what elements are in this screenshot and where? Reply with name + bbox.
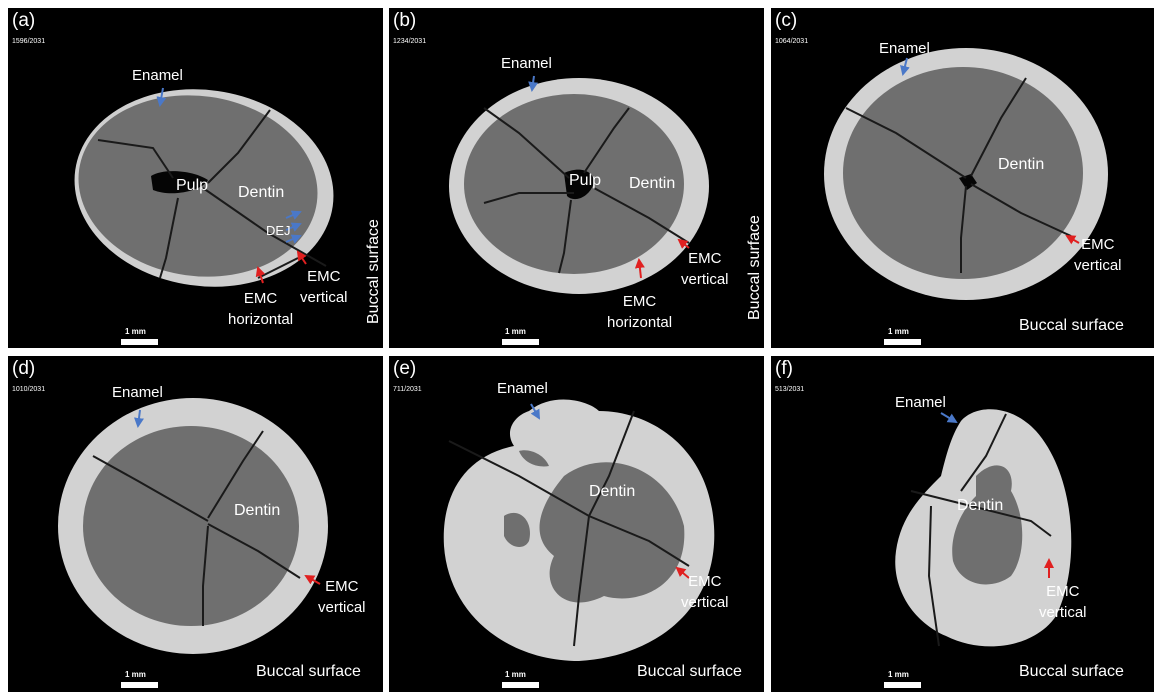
scale-text: 1 mm <box>125 670 146 679</box>
dentin-label: Dentin <box>589 483 636 500</box>
dej-arrow-a1 <box>285 210 302 220</box>
panel-d: (d) 1010/2031 Enamel Dentin EMC vertical… <box>8 356 383 692</box>
dentin-label: Dentin <box>234 502 281 519</box>
scale-text: 1 mm <box>505 327 526 336</box>
enamel-label: Enamel <box>112 384 163 401</box>
emc-horizontal-arrow-b <box>634 258 645 279</box>
enamel-label: Enamel <box>879 40 930 57</box>
emc-vertical-arrow-e <box>675 566 690 579</box>
slice-number: 513/2031 <box>775 386 805 393</box>
dentin-label: Dentin <box>957 497 1004 514</box>
slice-number: 1064/2031 <box>775 38 809 45</box>
dej-arrow-a2 <box>285 222 302 232</box>
emc-vertical-arrow-c <box>1065 234 1080 245</box>
enamel-label: Enamel <box>497 380 548 397</box>
scale-bar <box>502 339 539 345</box>
tooth-cross-section-c <box>824 48 1108 300</box>
enamel-label: Enamel <box>501 55 552 72</box>
tooth-cross-section-e <box>443 399 715 661</box>
enamel-arrow-c <box>900 57 910 76</box>
enamel-label: Enamel <box>895 394 946 411</box>
enamel-arrow-d <box>134 409 144 428</box>
enamel-arrow-a <box>156 87 167 107</box>
emc-vertical-label: EMC vertical <box>681 573 729 611</box>
scale-bar <box>121 339 158 345</box>
emc-vertical-label: EMC vertical <box>1039 583 1087 621</box>
enamel-arrow-b <box>528 75 539 92</box>
panel-label: (f) <box>775 358 793 379</box>
scale-bar <box>884 339 921 345</box>
slice-number: 1596/2031 <box>12 38 46 45</box>
tooth-cross-section-b <box>449 75 709 294</box>
panel-f: (f) 513/2031 Enamel Dentin EMC vertical … <box>771 356 1154 692</box>
emc-vertical-arrow-d <box>304 575 321 585</box>
panel-b: (b) 1234/2031 Enamel Pulp Dentin EMC ver… <box>389 8 764 348</box>
buccal-surface-label: Buccal surface <box>256 663 361 680</box>
emc-vertical-label: EMC vertical <box>681 250 729 288</box>
dentin-label: Dentin <box>238 184 285 201</box>
buccal-surface-label: Buccal surface <box>746 215 763 320</box>
enamel-arrow-f <box>940 412 958 424</box>
panel-a: (a) 1596/2031 Enamel Pulp Dentin DEJ EMC… <box>8 8 383 348</box>
panel-label: (e) <box>393 358 417 379</box>
buccal-surface-label: Buccal surface <box>637 663 742 680</box>
slice-number: 1234/2031 <box>393 38 427 45</box>
slice-number: 1010/2031 <box>12 386 46 393</box>
panel-c: (c) 1064/2031 Enamel Dentin EMC vertical… <box>771 8 1154 348</box>
scale-text: 1 mm <box>505 670 526 679</box>
scale-bar <box>121 682 158 688</box>
panel-label: (c) <box>775 10 798 31</box>
emc-horizontal-arrow-a <box>255 266 266 284</box>
emc-horizontal-label: EMC horizontal <box>228 290 294 328</box>
emc-vertical-label: EMC vertical <box>318 578 366 616</box>
buccal-surface-label: Buccal surface <box>365 219 382 324</box>
buccal-surface-label: Buccal surface <box>1019 663 1124 680</box>
dentin-label: Dentin <box>998 156 1045 173</box>
emc-vertical-arrow-a <box>296 250 307 265</box>
emc-horizontal-label: EMC horizontal <box>607 293 673 331</box>
buccal-surface-label: Buccal surface <box>1019 317 1124 334</box>
tooth-cross-section-a <box>74 87 334 287</box>
pulp-label: Pulp <box>569 172 602 189</box>
tooth-cross-section-d <box>58 398 328 654</box>
scale-text: 1 mm <box>888 327 909 336</box>
tooth-cross-section-f <box>895 409 1072 647</box>
scale-text: 1 mm <box>888 670 909 679</box>
enamel-label: Enamel <box>132 67 183 84</box>
panel-label: (b) <box>393 10 417 31</box>
scale-text: 1 mm <box>125 327 146 336</box>
panel-label: (a) <box>12 10 36 31</box>
emc-vertical-arrow-b <box>677 238 690 249</box>
scale-bar <box>502 682 539 688</box>
dej-label: DEJ <box>266 223 291 238</box>
panel-e: (e) 711/2031 Enamel Dentin EMC vertical … <box>389 356 764 692</box>
dentin-label: Dentin <box>629 175 676 192</box>
emc-vertical-label: EMC vertical <box>1074 236 1122 274</box>
emc-vertical-label: EMC vertical <box>300 268 348 306</box>
pulp-label: Pulp <box>176 177 209 194</box>
scale-bar <box>884 682 921 688</box>
enamel-arrow-e <box>530 403 540 420</box>
slice-number: 711/2031 <box>393 386 422 393</box>
panel-label: (d) <box>12 358 36 379</box>
dej-arrow-a3 <box>285 234 302 244</box>
